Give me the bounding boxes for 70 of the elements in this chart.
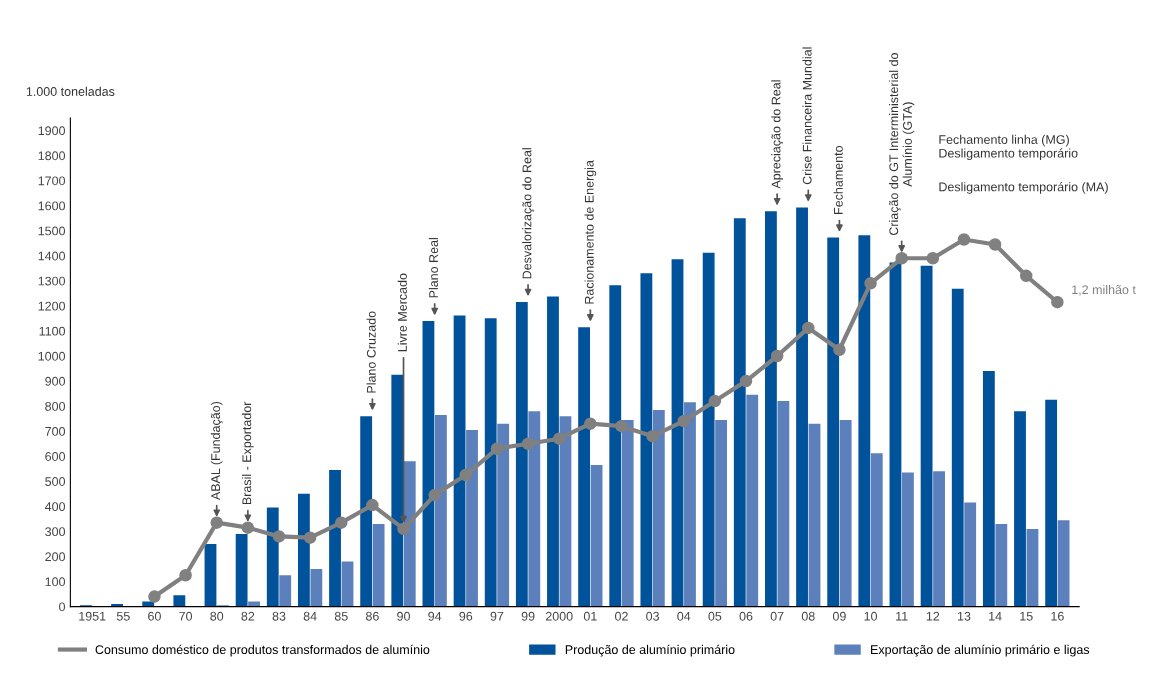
- x-tick-label: 94: [428, 611, 442, 621]
- y-tick-label: 0: [59, 602, 66, 612]
- y-tick-label: 1200: [38, 301, 66, 311]
- y-tick-label: 400: [44, 502, 66, 512]
- x-tick-label: 80: [210, 611, 224, 621]
- x-tick-label: 03: [646, 611, 660, 621]
- x-tick-label: 16: [1051, 611, 1064, 621]
- annotation: Desvalorização do Real: [522, 148, 534, 279]
- x-tick-label: 86: [365, 611, 379, 621]
- x-tick-label: 10: [864, 611, 878, 621]
- annotation: 1,2 milhão t: [1072, 284, 1136, 296]
- x-tick-label: 2000: [545, 611, 573, 621]
- annotation: Plano Real: [428, 238, 439, 298]
- y-tick-label: 1300: [38, 276, 66, 286]
- x-tick-label: 60: [148, 611, 161, 621]
- x-tick-label: 55: [116, 611, 130, 621]
- y-tick-label: 500: [45, 477, 66, 486]
- annotation: Plano Cruzado: [366, 311, 376, 393]
- x-tick-label: 82: [241, 611, 255, 621]
- x-tick-label: 13: [957, 611, 971, 621]
- annotation: Livre Mercado: [397, 273, 407, 352]
- x-tick-label: 83: [272, 611, 286, 621]
- x-tick-label: 90: [397, 611, 410, 621]
- y-tick-label: 1500: [38, 226, 66, 236]
- y-tick-label: 100: [45, 577, 66, 587]
- legend-label: Exportação de alumínio primário e ligas: [871, 644, 1090, 657]
- x-tick-label: 06: [739, 611, 753, 621]
- y-tick-label: 700: [45, 426, 66, 436]
- x-tick-label: 15: [1020, 611, 1033, 621]
- y-axis-title: 1.000 toneladas: [26, 86, 115, 96]
- legend-label: Produção de alumínio primário: [565, 644, 735, 657]
- x-tick-label: 1951: [79, 611, 106, 621]
- y-tick-label: 600: [45, 452, 66, 461]
- annotation: ABAL (Fundação): [210, 401, 223, 501]
- x-tick-label: 84: [303, 611, 317, 621]
- x-tick-label: 07: [770, 611, 784, 621]
- y-tick-label: 1000: [38, 351, 66, 361]
- y-tick-label: 1800: [38, 151, 66, 161]
- y-tick-label: 1900: [38, 126, 66, 136]
- y-tick-label: 800: [45, 401, 66, 411]
- y-tick-label: 300: [45, 527, 66, 537]
- x-tick-label: 08: [801, 611, 815, 621]
- x-tick-label: 14: [989, 611, 1002, 621]
- annotation: Criação do GT Interministerial do Alumínio (GTA): [889, 53, 915, 236]
- x-tick-label: 96: [459, 611, 473, 621]
- annotation: Brasil - Exportador: [242, 401, 254, 505]
- y-tick-label: 200: [45, 552, 66, 562]
- annotation: Desligamento temporário (MA): [939, 181, 1108, 194]
- y-tick-label: 1700: [38, 176, 66, 186]
- y-tick-label: 1100: [39, 326, 66, 336]
- x-tick-label: 99: [521, 611, 535, 621]
- x-tick-label: 09: [832, 611, 846, 621]
- annotation: Fechamento: [833, 145, 843, 214]
- x-tick-label: 70: [179, 611, 193, 621]
- annotation: Crise Financeira Mundial: [802, 47, 812, 185]
- x-tick-label: 01: [583, 611, 597, 621]
- x-tick-label: 05: [708, 611, 722, 621]
- annotation: Apreciação do Real: [771, 80, 783, 189]
- legend-label: Consumo doméstico de produtos transformados de alumínio: [95, 644, 430, 657]
- annotation: Fechamento linha (MG) Desligamento temporário: [939, 134, 1078, 161]
- y-tick-label: 1400: [38, 251, 66, 261]
- annotation: Racionamento de Energia: [584, 160, 597, 304]
- y-tick-label: 900: [45, 376, 66, 386]
- x-tick-label: 11: [896, 611, 908, 621]
- y-tick-label: 1600: [38, 201, 66, 211]
- x-tick-label: 97: [490, 611, 504, 621]
- x-tick-label: 85: [334, 611, 348, 621]
- x-tick-label: 04: [677, 611, 691, 621]
- x-tick-label: 02: [615, 611, 628, 621]
- x-tick-label: 12: [926, 611, 940, 621]
